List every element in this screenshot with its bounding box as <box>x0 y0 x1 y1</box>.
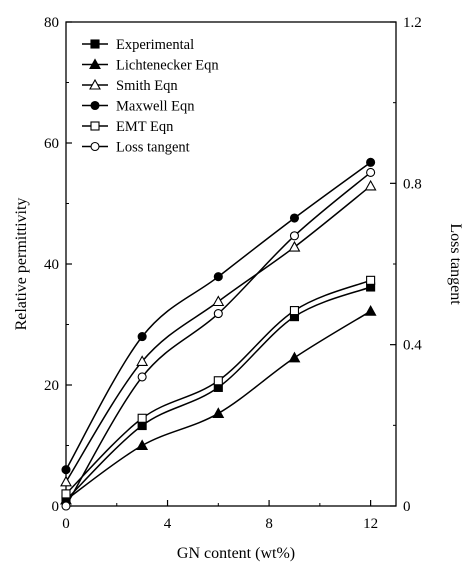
plot-frame <box>65 21 397 507</box>
y-tick-label: 80 <box>44 15 59 31</box>
data-point-maxwell-eqn <box>289 213 300 223</box>
series-loss-tangent <box>61 167 376 511</box>
legend-label-loss-tangent: Loss tangent <box>116 140 190 156</box>
y2-tick-label: 1.2 <box>403 15 422 31</box>
data-point-maxwell-eqn <box>213 272 223 282</box>
x-tick-label: 12 <box>363 516 378 532</box>
data-point-emt-eqn <box>137 413 147 423</box>
data-point-emt-eqn <box>61 489 71 499</box>
plot-series <box>60 157 377 511</box>
legend-marker-lichtenecker-eqn <box>89 58 101 70</box>
legend-marker-maxwell-eqn <box>90 100 100 111</box>
x-tick-label: 8 <box>265 516 273 532</box>
data-point-maxwell-eqn <box>61 465 71 475</box>
data-point-emt-eqn <box>366 275 376 285</box>
data-point-loss-tangent <box>137 372 147 382</box>
y2-tick-label: 0 <box>403 499 411 515</box>
legend-item-maxwell-eqn: Maxwell Eqn <box>82 99 195 115</box>
data-point-loss-tangent <box>61 501 71 511</box>
y2-tick-label: 0.4 <box>403 338 422 354</box>
series-maxwell-eqn <box>61 157 376 475</box>
legend: Experimental Lichtenecker Eqn Smith Eqn Max… <box>82 37 219 156</box>
legend-item-emt-eqn: EMT Eqn <box>82 119 174 135</box>
y-tick-label: 60 <box>44 136 59 152</box>
y-tick-label: 40 <box>44 257 59 273</box>
legend-label-smith-eqn: Smith Eqn <box>116 78 178 94</box>
data-point-loss-tangent <box>289 231 300 241</box>
x-axis-label: GN content (wt%) <box>177 545 295 562</box>
data-point-maxwell-eqn <box>137 332 147 342</box>
series-smith-eqn <box>60 179 377 487</box>
data-point-smith-eqn <box>288 240 301 252</box>
x-tick-label: 0 <box>62 516 70 532</box>
data-point-maxwell-eqn <box>366 157 376 167</box>
series-emt-eqn <box>61 275 376 499</box>
y-axis-label: Relative permittivity <box>13 198 30 331</box>
y-tick-label: 0 <box>52 499 60 515</box>
data-point-lichtenecker-eqn <box>288 351 301 363</box>
data-point-loss-tangent <box>213 309 223 319</box>
legend-label-emt-eqn: EMT Eqn <box>116 119 174 135</box>
legend-item-smith-eqn: Smith Eqn <box>82 78 178 94</box>
data-point-smith-eqn <box>60 475 72 487</box>
legend-marker-loss-tangent <box>90 141 100 152</box>
data-point-smith-eqn <box>136 355 149 366</box>
legend-marker-emt-eqn <box>90 121 100 131</box>
data-point-lichtenecker-eqn <box>364 305 377 316</box>
series-line-maxwell-eqn <box>65 161 372 471</box>
data-point-smith-eqn <box>212 295 225 307</box>
data-point-smith-eqn <box>364 179 377 191</box>
y2-axis-label: Loss tangent <box>447 223 464 305</box>
legend-label-lichtenecker-eqn: Lichtenecker Eqn <box>116 58 219 74</box>
data-point-emt-eqn <box>289 306 300 316</box>
legend-marker-experimental <box>90 39 100 49</box>
axes: 0 4 8 12 0 20 40 60 80 0 0.4 0.8 1.2 <box>44 15 422 532</box>
legend-label-experimental: Experimental <box>116 37 194 53</box>
data-point-lichtenecker-eqn <box>212 407 225 418</box>
series-lichtenecker-eqn <box>60 305 377 505</box>
series-line-experimental <box>65 286 371 501</box>
x-tick-label: 4 <box>164 516 172 532</box>
data-point-lichtenecker-eqn <box>136 439 149 451</box>
legend-item-experimental: Experimental <box>82 37 194 53</box>
series-line-loss-tangent <box>65 171 372 507</box>
series-line-smith-eqn <box>65 185 372 483</box>
data-point-loss-tangent <box>366 167 376 177</box>
legend-item-loss-tangent: Loss tangent <box>82 140 190 156</box>
y2-tick-label: 0.8 <box>403 176 422 192</box>
legend-item-lichtenecker-eqn: Lichtenecker Eqn <box>82 58 219 74</box>
legend-label-maxwell-eqn: Maxwell Eqn <box>116 99 195 115</box>
y-tick-label: 20 <box>44 378 59 394</box>
legend-marker-smith-eqn <box>89 78 101 90</box>
data-point-emt-eqn <box>213 376 223 386</box>
